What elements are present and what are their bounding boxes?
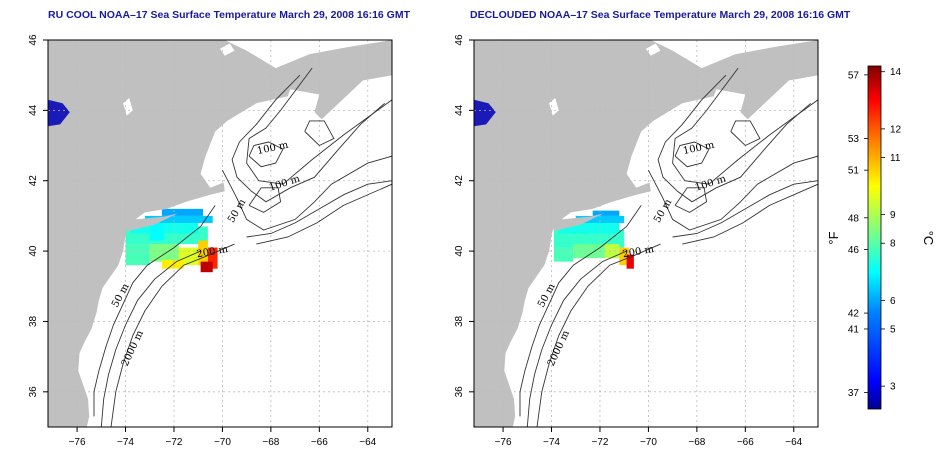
depth-contour — [248, 187, 282, 213]
depth-contour — [674, 141, 710, 168]
fahrenheit-tick-label: 41 — [848, 324, 860, 335]
fahrenheit-tick-label: 57 — [848, 70, 860, 81]
depth-contour — [519, 205, 642, 417]
fahrenheit-unit-label: °F — [826, 231, 841, 244]
celsius-tick-label: 8 — [890, 239, 896, 250]
sst-patch — [619, 247, 630, 266]
celsius-tick-label: 3 — [890, 382, 896, 393]
depth-contour — [304, 120, 335, 147]
lon-tick-label: −64 — [359, 437, 376, 448]
celsius-tick-label: 9 — [890, 210, 896, 221]
depth-contour — [682, 183, 818, 245]
sst-patch — [149, 222, 165, 241]
sst-patch — [575, 215, 625, 223]
lat-tick-label: 36 — [28, 386, 39, 398]
lat-tick-label: 44 — [28, 104, 39, 116]
colorbar-gradient — [867, 65, 882, 410]
depth-contour — [526, 250, 627, 427]
lon-tick-label: −68 — [262, 437, 279, 448]
depth-contour — [536, 243, 661, 427]
left-panel-title: RU COOL NOAA–17 Sea Surface Temperature … — [48, 9, 411, 21]
lon-tick-label: −70 — [214, 437, 231, 448]
sst-patch — [125, 244, 150, 266]
lon-tick-label: −66 — [737, 437, 754, 448]
depth-contour — [231, 74, 385, 203]
long-island — [126, 213, 178, 231]
depth-contour — [100, 250, 201, 427]
sst-patch — [198, 240, 208, 266]
celsius-tick-label: 11 — [890, 153, 901, 164]
depth-contour — [248, 141, 284, 168]
fahrenheit-tick-label: 48 — [848, 213, 860, 224]
land-mass — [48, 40, 392, 427]
sst-patch — [626, 254, 634, 269]
lake-ontario — [474, 99, 496, 127]
lat-tick-label: 46 — [454, 34, 465, 46]
lon-tick-label: −76 — [69, 437, 86, 448]
celsius-tick-label: 5 — [890, 324, 896, 335]
map-frame — [473, 39, 819, 428]
lon-tick-label: −72 — [591, 437, 608, 448]
celsius-unit-label: °C — [921, 231, 936, 246]
celsius-tick-label: 6 — [890, 296, 896, 307]
depth-contour — [672, 180, 818, 238]
lat-tick-label: 36 — [454, 386, 465, 398]
lat-tick-label: 38 — [454, 315, 465, 327]
lon-tick-label: −74 — [543, 437, 560, 448]
depth-contour — [93, 205, 216, 417]
sst-patch — [161, 208, 204, 216]
lat-tick-label: 42 — [454, 175, 465, 187]
sst-patch — [592, 210, 620, 216]
lon-tick-label: −74 — [117, 437, 134, 448]
sst-patch — [200, 261, 213, 273]
lon-tick-label: −68 — [688, 437, 705, 448]
depth-contour — [648, 155, 818, 231]
right-panel-title: DECLOUDED NOAA–17 Sea Surface Temperatur… — [470, 9, 851, 21]
lat-tick-label: 40 — [454, 245, 465, 257]
depth-contour — [730, 120, 761, 147]
fahrenheit-tick-label: 53 — [848, 134, 860, 145]
lake — [220, 43, 235, 56]
lon-tick-label: −76 — [495, 437, 512, 448]
lon-tick-label: −72 — [165, 437, 182, 448]
depth-contour — [246, 180, 392, 238]
lat-tick-label: 38 — [28, 315, 39, 327]
lake-ontario — [48, 99, 70, 127]
fahrenheit-tick-label: 42 — [848, 309, 860, 320]
lon-tick-label: −66 — [311, 437, 328, 448]
celsius-tick-label: 12 — [890, 124, 902, 135]
long-island — [552, 213, 604, 231]
depth-contour — [657, 74, 811, 203]
celsius-tick-label: 14 — [890, 67, 902, 78]
lat-tick-label: 46 — [28, 34, 39, 46]
depth-contour — [674, 187, 708, 213]
sst-patch — [207, 247, 218, 269]
sst-patch — [553, 229, 625, 248]
sst-patch — [144, 215, 213, 223]
sst-patch — [149, 244, 179, 262]
fahrenheit-tick-label: 46 — [848, 245, 860, 256]
lake — [646, 43, 661, 56]
depth-contour — [256, 183, 392, 245]
sst-patch — [553, 247, 574, 262]
lat-tick-label: 44 — [454, 104, 465, 116]
map-frame — [47, 39, 393, 428]
depth-contour — [222, 155, 392, 231]
fahrenheit-tick-label: 37 — [848, 388, 860, 399]
depth-contour — [672, 67, 818, 185]
land-mass — [474, 40, 818, 427]
lat-tick-label: 42 — [28, 175, 39, 187]
lon-tick-label: −64 — [785, 437, 802, 448]
sst-patch — [604, 244, 620, 259]
lon-tick-label: −70 — [640, 437, 657, 448]
depth-contour — [110, 243, 235, 427]
lat-tick-label: 40 — [28, 245, 39, 257]
fahrenheit-tick-label: 51 — [848, 166, 860, 177]
depth-contour — [246, 67, 392, 185]
